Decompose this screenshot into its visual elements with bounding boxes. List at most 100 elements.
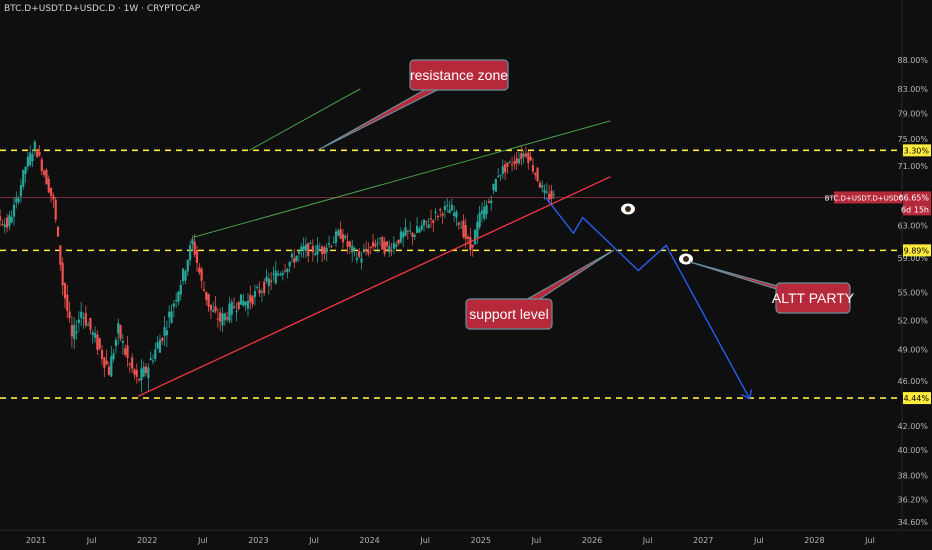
candle-body: [19, 185, 23, 197]
candle-body: [191, 239, 194, 245]
candle-body: [330, 246, 333, 248]
price-axis-panel: [902, 0, 932, 550]
candle-body: [453, 212, 456, 216]
candle-body: [517, 158, 521, 164]
y-tick-label: 36.20%: [897, 496, 928, 505]
candle-body: [124, 348, 127, 355]
candle-body: [448, 209, 451, 214]
candle-body: [135, 370, 138, 377]
current-value-tag-bg: [903, 191, 931, 204]
candle-body: [270, 280, 273, 283]
support-callout-box: [465, 298, 553, 330]
y-tick-label: 55.00%: [897, 289, 928, 298]
candle-body: [415, 226, 419, 234]
candle-body: [409, 230, 412, 232]
candle-body: [436, 216, 440, 218]
candle-body: [131, 357, 134, 369]
candle-body: [256, 286, 259, 289]
candle-body: [297, 251, 301, 254]
candle-body: [515, 158, 518, 164]
candle-body: [226, 317, 229, 320]
candle-body: [487, 201, 491, 203]
candle-body: [163, 327, 166, 336]
candle-body: [543, 189, 546, 193]
candle-body: [397, 239, 400, 244]
candle-body: [149, 358, 152, 360]
candle-body: [49, 187, 53, 196]
candle-body: [77, 319, 80, 323]
candle-body: [200, 268, 203, 281]
altt-callout-label: ALTT PARTY: [772, 290, 855, 306]
y-tick-label: 63.00%: [897, 221, 928, 230]
symbol-title: BTC.D+USDT.D+USDC.D · 1W · CRYPTOCAP: [4, 4, 201, 14]
candle-body: [469, 236, 472, 251]
candle-body: [334, 231, 338, 243]
candle-body: [59, 245, 62, 265]
candle-body: [473, 229, 477, 245]
candle-body: [195, 250, 199, 263]
candle-body: [31, 154, 34, 162]
candle-body: [420, 225, 423, 230]
resistance-trendline: [193, 120, 611, 238]
x-tick-label: 2025: [471, 536, 491, 545]
candle-body: [177, 291, 180, 302]
candle-body: [52, 195, 55, 200]
candle-body: [47, 178, 50, 193]
x-tick-label: Jul: [753, 536, 764, 545]
candle-body: [353, 247, 356, 250]
candles: [0, 139, 555, 393]
candle-body: [54, 199, 57, 220]
candle-body: [263, 281, 266, 293]
current-value-tag: 66.65%: [898, 193, 929, 202]
candle-body: [506, 162, 509, 167]
candle-body: [242, 300, 245, 306]
candle-body: [283, 270, 287, 272]
candle-body: [36, 149, 39, 158]
candle-body: [5, 217, 9, 228]
candle-body: [490, 200, 493, 204]
candle-body: [536, 167, 539, 181]
candle-body: [527, 152, 530, 163]
candle-body: [33, 141, 36, 149]
candle-body: [462, 220, 465, 238]
candle-body: [443, 205, 446, 211]
x-tick-label: 2026: [582, 536, 602, 545]
candle-body: [219, 312, 222, 322]
candle-body: [154, 349, 157, 360]
resistance-callout: resistance zone: [317, 59, 509, 151]
candle-body: [205, 291, 208, 301]
candle-body: [541, 185, 544, 188]
candle-body: [504, 164, 507, 173]
candle-body: [432, 220, 435, 223]
candle-body: [344, 235, 347, 239]
candle-body: [29, 152, 32, 166]
y-tick-label: 46.00%: [897, 377, 928, 386]
candle-body: [235, 311, 238, 313]
support-trendline: [137, 176, 611, 397]
candle-body: [221, 313, 224, 326]
candle-body: [439, 209, 442, 211]
candle-body: [198, 267, 201, 273]
eye-pupil-icon: [625, 206, 631, 212]
candle-body: [260, 291, 263, 293]
candle-body: [209, 304, 213, 311]
candle-body: [107, 366, 111, 376]
y-tick-label: 75.00%: [897, 135, 928, 144]
candle-body: [251, 296, 254, 305]
candle-body: [316, 244, 319, 255]
candle-body: [170, 311, 173, 323]
altt-callout: ALTT PARTY: [689, 261, 855, 314]
level-top-tag: 73.30%: [898, 146, 929, 155]
candle-body: [265, 276, 268, 282]
candle-body: [126, 345, 129, 358]
candle-body: [193, 241, 196, 255]
candle-body: [172, 303, 175, 307]
eye-pupil-icon: [683, 256, 689, 262]
candle-body: [545, 191, 548, 193]
candle-body: [508, 161, 511, 163]
x-tick-label: Jul: [864, 536, 875, 545]
candle-body: [425, 221, 428, 223]
y-tick-label: 71.00%: [897, 162, 928, 171]
candle-body: [8, 215, 11, 227]
